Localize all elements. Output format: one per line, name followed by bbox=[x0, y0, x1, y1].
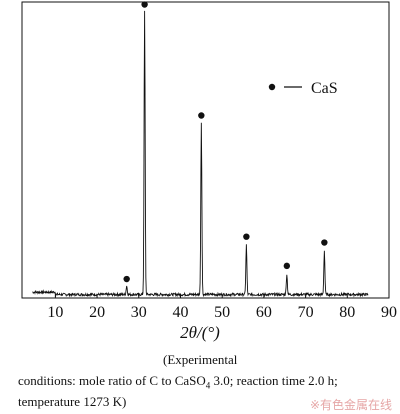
peak-marker bbox=[243, 233, 250, 240]
legend: CaS bbox=[268, 80, 338, 97]
x-tick-label: 10 bbox=[47, 304, 63, 321]
watermark: ※有色金属在线 bbox=[309, 398, 392, 412]
legend-marker bbox=[268, 83, 276, 91]
peak-marker bbox=[283, 262, 291, 270]
caption-subscript: 4 bbox=[205, 380, 211, 391]
x-tick-label: 50 bbox=[214, 304, 230, 321]
peak-marker bbox=[141, 1, 148, 8]
caption-line-2-prefix: conditions: mole ratio of C to CaSO bbox=[18, 373, 206, 388]
peak-marker bbox=[123, 275, 130, 283]
x-axis-label: 2θ/(°) bbox=[180, 323, 220, 342]
peak-markers bbox=[123, 1, 328, 283]
xrd-chart: 10 20 30 40 50 60 70 80 90 CaS 2θ/(°) bbox=[21, 1, 397, 342]
caption-line-3: temperature 1273 K) bbox=[18, 394, 127, 409]
x-tick-label: 90 bbox=[381, 304, 397, 321]
x-axis-tick-labels: 10 20 30 40 50 60 70 80 90 bbox=[47, 304, 397, 321]
x-tick-label: 40 bbox=[172, 304, 188, 321]
xrd-pattern-line bbox=[32, 10, 369, 298]
plot-frame bbox=[21, 1, 390, 299]
legend-label: CaS bbox=[311, 80, 338, 97]
peak-marker bbox=[198, 112, 205, 119]
caption-line-1: (Experimental bbox=[163, 352, 238, 367]
x-tick-label: 20 bbox=[89, 304, 105, 321]
x-tick-label: 60 bbox=[256, 304, 272, 321]
x-tick-label: 80 bbox=[339, 304, 355, 321]
x-tick-label: 30 bbox=[131, 304, 147, 321]
caption-line-2: conditions: mole ratio of C to CaSO4 3.0… bbox=[18, 373, 338, 394]
x-tick-label: 70 bbox=[298, 304, 314, 321]
peak-marker bbox=[321, 239, 328, 246]
caption-line-2-suffix: 3.0; reaction time 2.0 h; bbox=[210, 373, 338, 388]
